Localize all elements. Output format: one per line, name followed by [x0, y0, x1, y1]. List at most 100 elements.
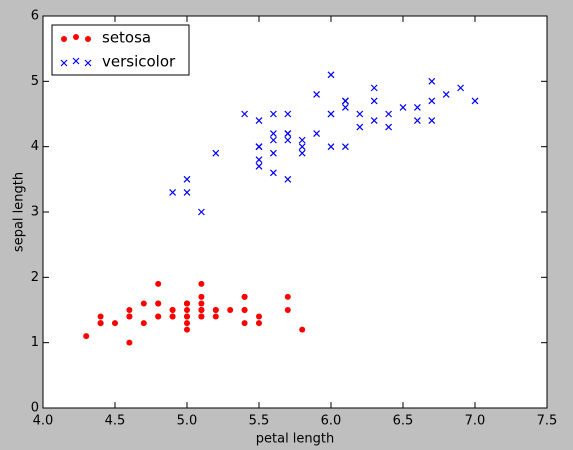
y-tick-label: 6: [31, 9, 39, 24]
legend-marker: [72, 57, 80, 65]
point: [255, 156, 263, 164]
x-tick-label: 7.0: [465, 414, 486, 429]
point: [356, 123, 364, 131]
point: [269, 149, 277, 157]
y-tick-label: 5: [31, 74, 39, 89]
x-tick-label: 6.5: [393, 414, 414, 429]
x-axis-label: petal length: [256, 432, 335, 447]
x-tick-label: 5.0: [177, 414, 198, 429]
point: [356, 110, 364, 118]
point: [341, 143, 349, 151]
x-tick-label: 4.5: [105, 414, 126, 429]
point: [269, 136, 277, 144]
point: [198, 293, 205, 300]
point: [169, 307, 176, 313]
point: [184, 313, 190, 320]
legend-marker: [73, 34, 79, 40]
point: [284, 307, 291, 313]
point: [212, 307, 219, 313]
legend-marker: [60, 59, 68, 67]
point: [327, 143, 335, 151]
point: [198, 300, 205, 307]
point: [471, 97, 479, 105]
x-tick-label: 6.0: [321, 414, 342, 429]
point: [184, 320, 190, 327]
point: [140, 300, 147, 307]
point: [184, 300, 190, 307]
point: [256, 320, 262, 327]
y-tick-label: 1: [31, 335, 39, 350]
point: [298, 143, 306, 151]
point: [327, 71, 335, 79]
point: [428, 117, 436, 124]
point: [284, 293, 291, 300]
point: [327, 110, 335, 118]
point: [442, 90, 450, 98]
point: [256, 313, 262, 320]
legend-label: setosa: [102, 29, 151, 47]
point: [341, 97, 349, 105]
y-tick-label: 3: [31, 205, 39, 220]
point: [169, 313, 176, 320]
point: [313, 130, 321, 138]
point: [126, 307, 133, 313]
point: [241, 293, 248, 300]
point: [413, 104, 421, 111]
point: [155, 313, 162, 320]
point: [241, 320, 248, 327]
legend-label: versicolor: [102, 53, 176, 71]
point: [284, 110, 292, 118]
point: [298, 149, 306, 157]
point: [269, 110, 277, 118]
point: [341, 104, 349, 111]
legend-marker: [61, 36, 67, 42]
point: [269, 169, 277, 177]
point: [428, 97, 436, 105]
point: [399, 104, 407, 111]
point: [255, 117, 263, 124]
point: [269, 130, 277, 138]
point: [140, 320, 147, 327]
legend-marker: [85, 36, 91, 42]
point: [197, 208, 205, 216]
point: [298, 136, 306, 144]
y-axis-label: sepal length: [12, 172, 27, 252]
point: [457, 84, 465, 92]
point: [183, 175, 191, 183]
point: [370, 84, 378, 92]
point: [385, 123, 393, 131]
y-tick-label: 0: [31, 401, 39, 416]
point: [212, 149, 220, 157]
legend-marker: [84, 59, 92, 67]
point: [413, 117, 421, 124]
point: [284, 130, 292, 138]
point: [126, 313, 133, 320]
point: [169, 188, 177, 196]
point: [184, 326, 190, 333]
point: [241, 110, 249, 118]
x-tick-label: 7.5: [537, 414, 558, 429]
point: [370, 117, 378, 124]
point: [198, 313, 205, 320]
point: [112, 320, 118, 327]
point: [255, 162, 263, 170]
point: [155, 280, 162, 287]
point: [97, 320, 104, 327]
y-tick-label: 4: [31, 139, 39, 154]
point: [97, 313, 104, 320]
y-tick-label: 2: [31, 270, 39, 285]
point: [126, 339, 133, 346]
x-tick-label: 5.5: [249, 414, 270, 429]
point: [183, 188, 191, 196]
point: [313, 90, 321, 98]
point: [184, 307, 190, 313]
point: [299, 326, 306, 333]
point: [370, 97, 378, 105]
point: [255, 143, 263, 151]
point: [241, 307, 248, 313]
point: [83, 333, 90, 340]
legend-box: [51, 24, 190, 76]
point: [155, 300, 162, 307]
point: [198, 280, 205, 287]
